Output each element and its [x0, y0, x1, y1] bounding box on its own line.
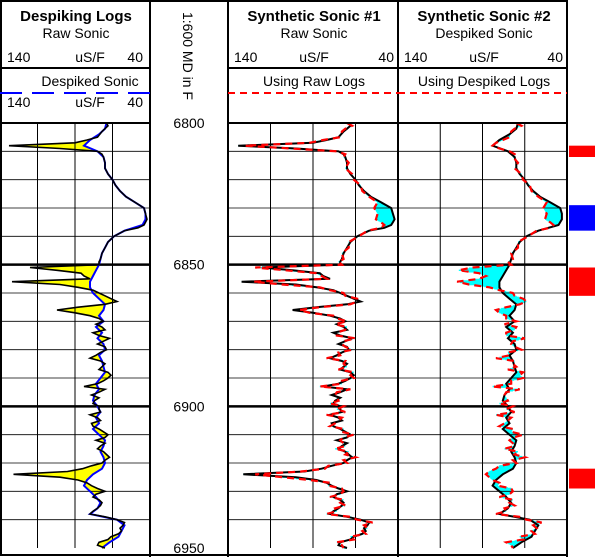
- track1-curve2-name: Despiked Sonic: [41, 73, 138, 89]
- track2-curve1-name: Raw Sonic: [281, 25, 348, 41]
- depth-tick-label: 6900: [173, 398, 204, 414]
- track2-raw-sonic-curve: [238, 122, 396, 549]
- depth-tick-label: 6850: [173, 257, 204, 273]
- depth-flag-marker: [569, 468, 595, 489]
- track1-curve2-unit: uS/F: [75, 94, 105, 110]
- track3-curve1-left: 140: [404, 49, 428, 65]
- track2-synthetic-raw-curve: [244, 122, 387, 549]
- track1-curve1-unit: uS/F: [75, 49, 105, 65]
- track2-curve1-unit: uS/F: [299, 49, 329, 65]
- track1-curve1-left: 140: [7, 49, 31, 65]
- track3-curve1-unit: uS/F: [469, 49, 499, 65]
- depth-flag-marker: [569, 205, 595, 231]
- track3-synthetic-despiked-curve: [456, 122, 556, 549]
- track1-raw-sonic-curve: [8, 122, 148, 549]
- depth-flag-marker: [569, 267, 595, 296]
- track2-title: Synthetic Sonic #1: [247, 8, 380, 25]
- depth-axis-label: 1:600 MD in F: [180, 12, 196, 100]
- track2-curve1-right: 40: [378, 49, 394, 65]
- depth-tick-label: 6800: [173, 115, 204, 131]
- track3-title: Synthetic Sonic #2: [417, 8, 550, 25]
- track1-despike-fill: [9, 123, 147, 549]
- track1-title: Despiking Logs: [20, 8, 132, 25]
- track1-despiked-sonic-curve: [82, 122, 147, 549]
- track1-curve2-left: 140: [7, 94, 31, 110]
- depth-flag-marker: [569, 145, 595, 157]
- track2-curve1-left: 140: [234, 49, 258, 65]
- track3-curve1-right: 40: [547, 49, 563, 65]
- depth-tick-label: 6950: [173, 540, 204, 556]
- track1-curve2-right: 40: [127, 94, 143, 110]
- track3-despiked-sonic-curve: [490, 122, 563, 549]
- track1-curve1-name: Raw Sonic: [43, 25, 110, 41]
- track2-curve2-name: Using Raw Logs: [263, 73, 365, 89]
- track2-synthetic-fill: [238, 122, 395, 549]
- track3-curve2-name: Using Despiked Logs: [418, 73, 550, 89]
- track3-curve1-name: Despiked Sonic: [435, 25, 532, 41]
- track1-curve1-right: 40: [127, 49, 143, 65]
